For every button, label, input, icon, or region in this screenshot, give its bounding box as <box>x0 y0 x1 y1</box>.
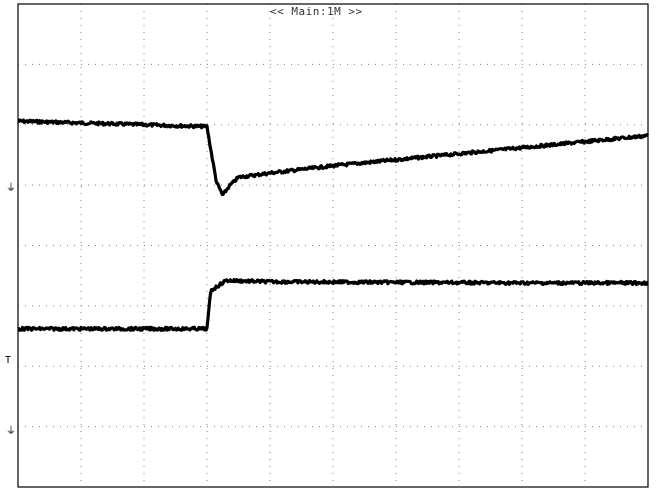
trace-ch1 <box>17 118 650 197</box>
ch2-ground-marker-icon: ⏚ <box>6 426 16 437</box>
trigger-level-marker-icon: T <box>5 355 12 366</box>
timebase-banner: << Main:1M >> <box>270 5 363 18</box>
graticule-frame <box>17 3 649 488</box>
trace-ch2 <box>17 277 649 332</box>
ch1-ground-marker-icon: ⏚ <box>6 183 16 194</box>
